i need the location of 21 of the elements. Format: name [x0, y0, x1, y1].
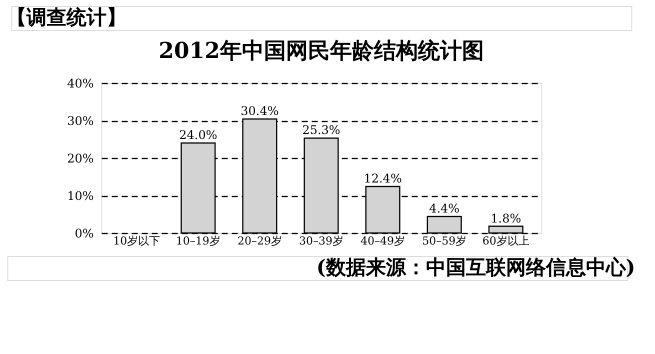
y-tick-label: 10% [67, 189, 94, 203]
chart-title: 2012年中国网民年龄结构统计图 [158, 38, 484, 64]
y-tick-label: 20% [67, 152, 94, 166]
data-label: 25.3% [302, 123, 340, 138]
text: (数据来源：中国互联网络信息中心) [316, 255, 636, 279]
y-tick-label: 0% [74, 226, 94, 240]
text: 【调查统计】 [6, 5, 126, 29]
x-tick-label: 20–29岁 [237, 234, 282, 248]
x-tick-label: 40–49岁 [360, 234, 406, 248]
data-label: 24.0% [179, 128, 218, 142]
data-label: 1.8% [490, 211, 522, 226]
data-label: 12.4% [364, 172, 402, 186]
x-tick-label: 60岁以上 [482, 234, 530, 248]
y-tick-label: 30% [67, 114, 94, 128]
data-label: 4.4% [429, 202, 460, 216]
x-tick-label: 10岁以下 [113, 234, 160, 248]
x-tick-label: 50–59岁 [422, 234, 467, 248]
y-tick-label: 40% [67, 76, 94, 90]
data-label: 30.4% [240, 104, 279, 118]
x-tick-label: 30–39岁 [299, 234, 344, 248]
x-tick-label: 10–19岁 [176, 234, 220, 248]
